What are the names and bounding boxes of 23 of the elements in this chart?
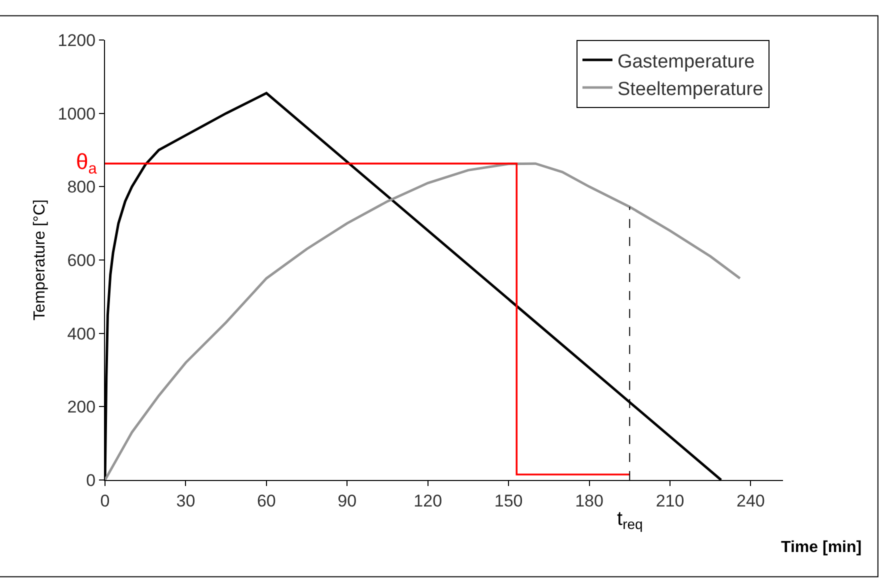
y-tick-label: 400 [67, 324, 96, 344]
y-tick-label: 0 [86, 470, 96, 490]
y-tick-label: 800 [67, 178, 96, 197]
x-tick-label: 150 [494, 491, 523, 510]
y-tick-label: 1200 [58, 30, 96, 50]
y-axis-title: Temperature [°C] [32, 199, 49, 321]
annotation: θ$_{a}$ [76, 149, 98, 178]
annotation: t$_{req}$ [617, 508, 643, 532]
legend-label: Steeltemperature [617, 78, 764, 100]
x-tick-label: 210 [656, 491, 684, 510]
x-tick-label: 120 [414, 491, 442, 510]
x-tick-label: 60 [256, 491, 276, 510]
y-tick-label: 600 [67, 250, 96, 270]
x-axis-title: Time [min] [781, 539, 862, 556]
x-tick-label: 90 [338, 491, 357, 510]
line-series [105, 162, 742, 480]
x-tick-label: 30 [176, 491, 196, 510]
x-tick-label: 180 [575, 491, 604, 510]
y-tick-label: 1000 [58, 104, 96, 124]
y-tick-label: 200 [67, 398, 96, 417]
x-tick-label: 0 [100, 491, 110, 510]
legend-label: Gastemperature [617, 51, 755, 72]
x-tick-label: 240 [736, 491, 765, 510]
